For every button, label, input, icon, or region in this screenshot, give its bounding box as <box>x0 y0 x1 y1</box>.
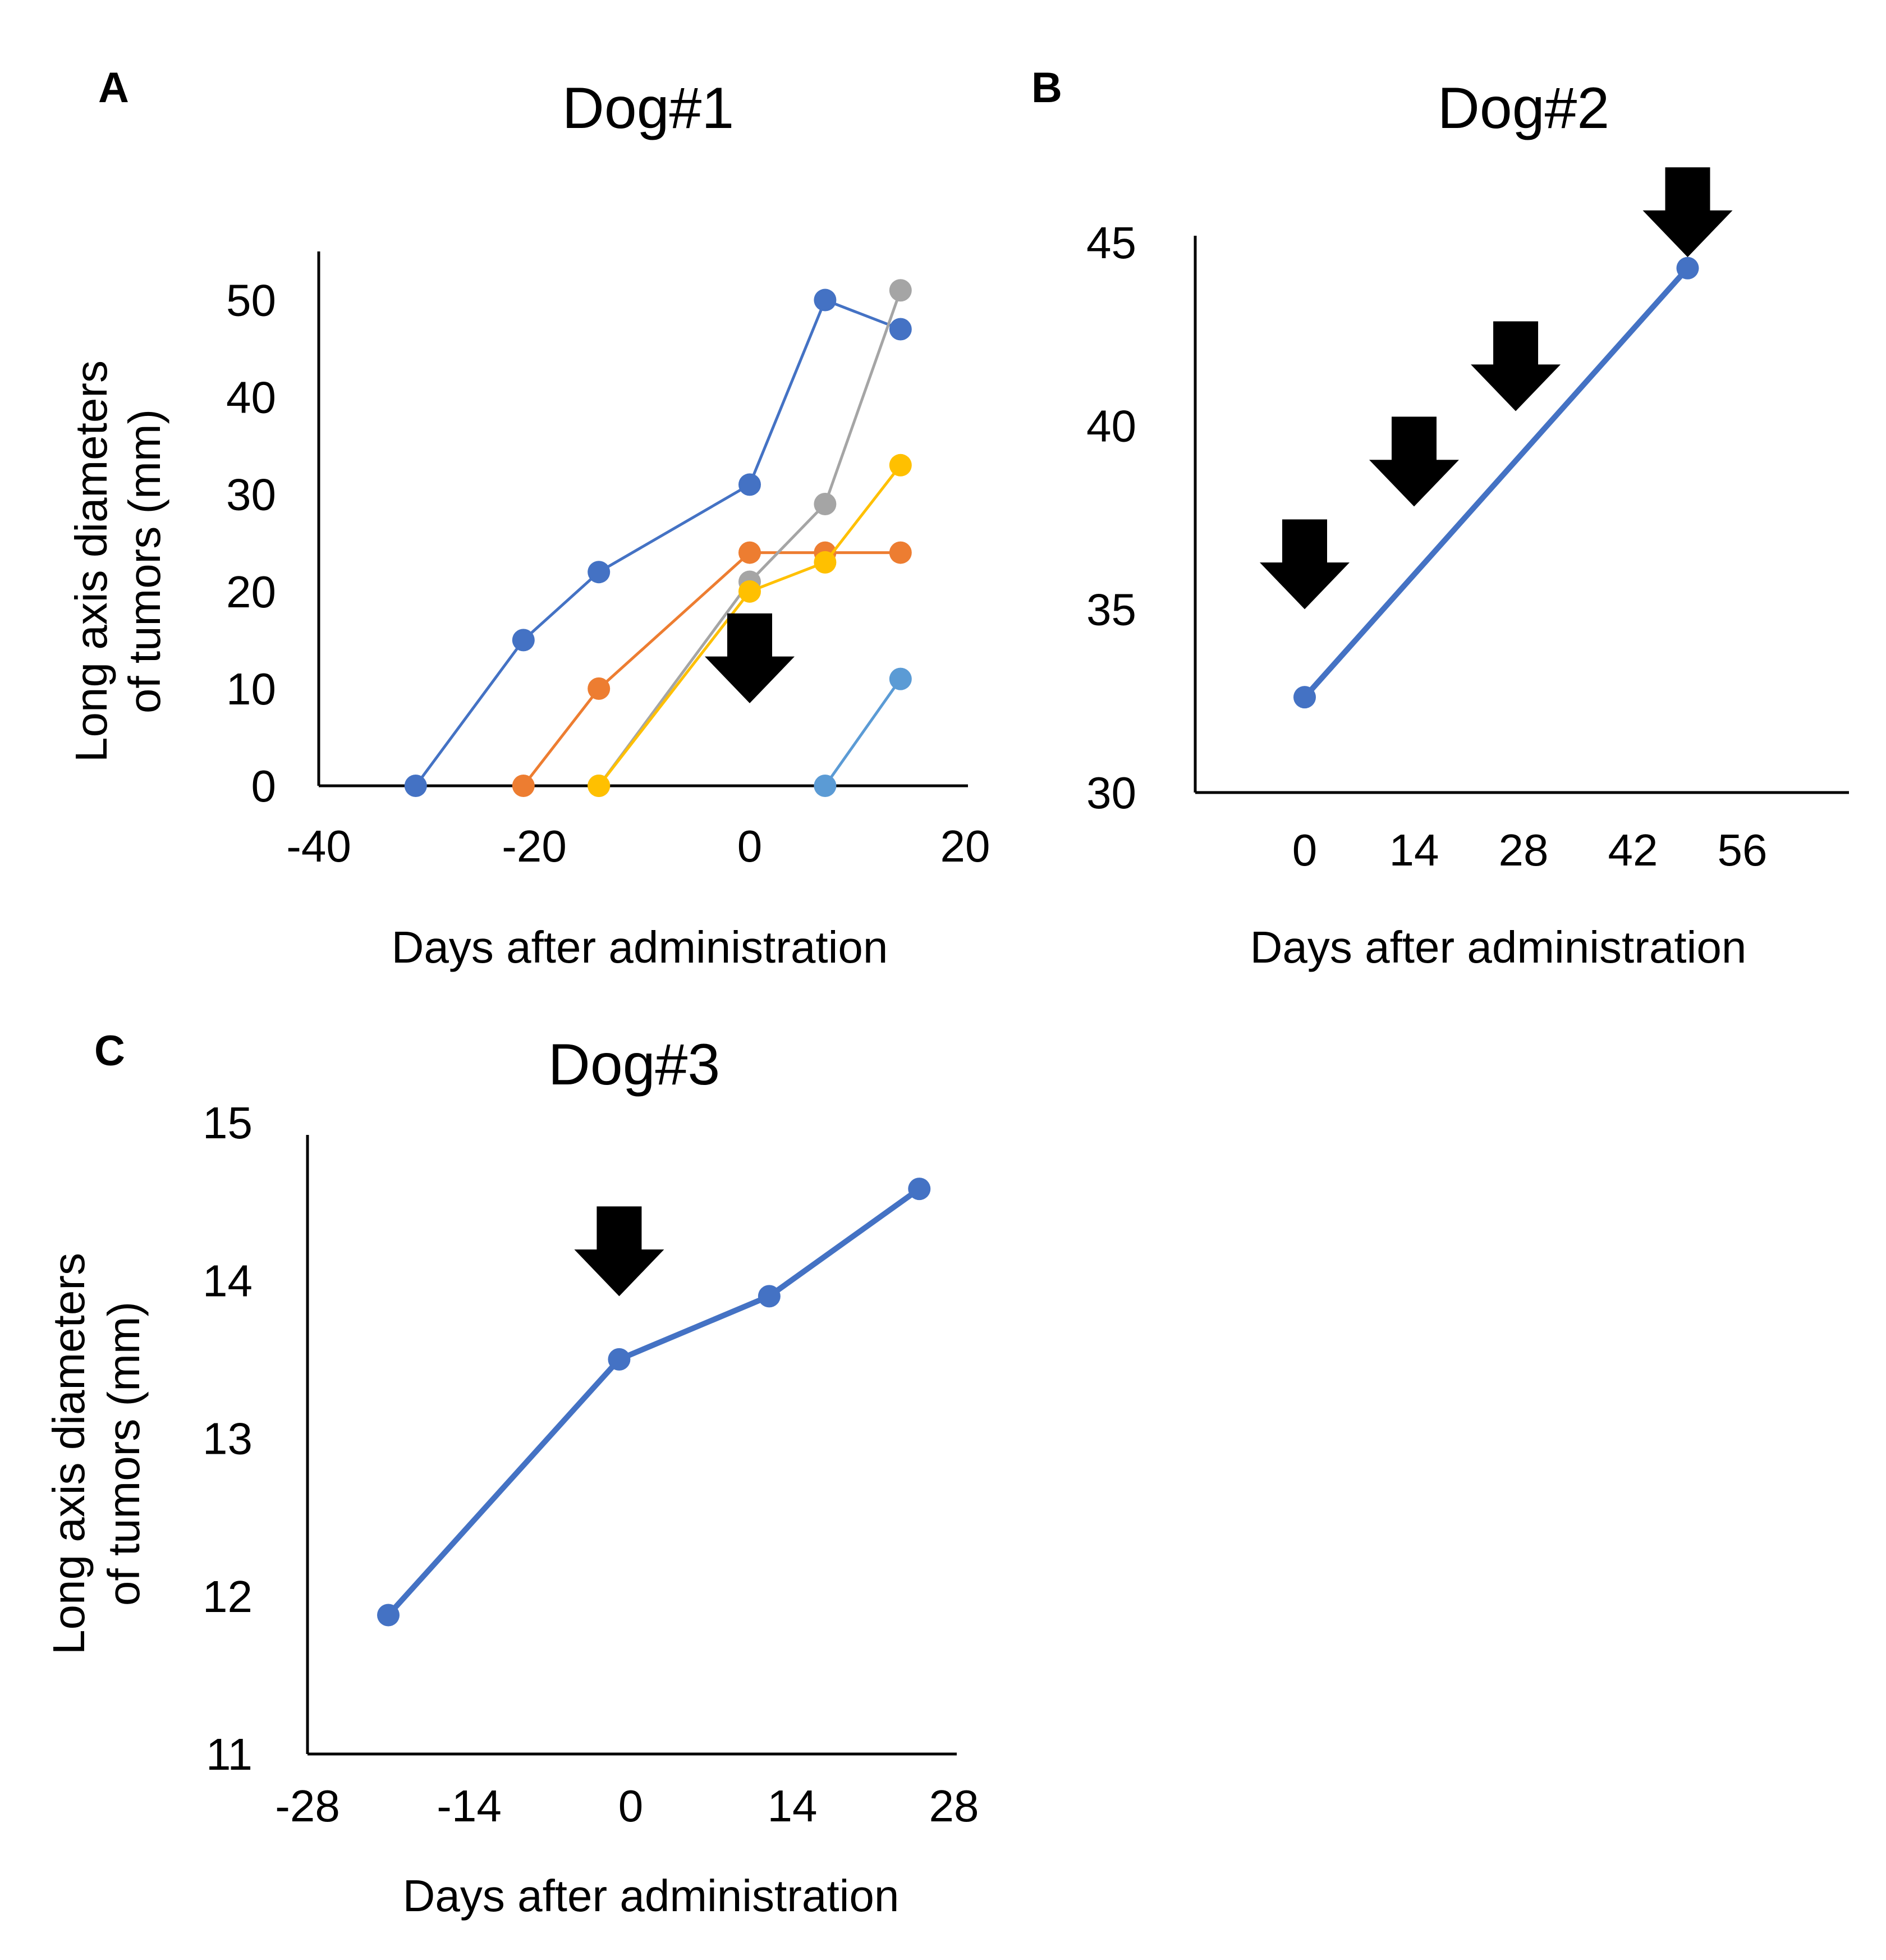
panel-b-title: Dog#2 <box>1438 76 1609 141</box>
panel-a-data-point-tumor-3 <box>814 493 837 516</box>
panel-b-x-tick-label: 42 <box>1608 825 1658 875</box>
panel-c-y-tick-label: 13 <box>203 1414 253 1464</box>
panel-a-y-tick-label: 40 <box>226 373 276 423</box>
panel-b-x-tick-label: 56 <box>1718 825 1768 875</box>
panel-b-x-tick-label: 28 <box>1499 825 1549 875</box>
panel-c-data-point-tumor-1 <box>758 1285 781 1308</box>
panel-letter-c: C <box>94 1027 125 1075</box>
panel-b-y-tick-label: 45 <box>1086 218 1136 268</box>
panel-b-arrow-icon <box>1260 519 1350 610</box>
panel-a-data-point-tumor-1 <box>889 318 912 341</box>
panel-c-x-tick-label: 14 <box>768 1781 818 1831</box>
panel-a-series-line-tumor-1 <box>414 299 902 787</box>
panel-b-x-tick-label: 0 <box>1292 825 1318 875</box>
panel-b-x-tick-label: 14 <box>1389 825 1439 875</box>
panel-a-data-point-tumor-1 <box>814 288 837 312</box>
panel-c-arrow-icon <box>574 1206 664 1297</box>
panel-c-y-tick-label: 15 <box>203 1098 253 1148</box>
panel-a-ylabel-line-2: of tumors (mm) <box>120 409 169 713</box>
panel-c-xlabel: Days after administration <box>403 1871 900 1921</box>
panel-a-data-point-tumor-1 <box>404 775 427 797</box>
panel-b: B Dog#2 Days after administration 0 14 28 4… <box>1031 64 1849 972</box>
panel-a-y-tick-label: 10 <box>226 664 276 714</box>
panel-c-data-point-tumor-1 <box>608 1348 631 1371</box>
panel-a-data-point-tumor-4 <box>889 454 912 477</box>
panel-c-x-tick-label: 28 <box>929 1781 979 1831</box>
panel-a-data-point-tumor-1 <box>588 561 611 584</box>
panel-a-arrow-icon <box>705 613 795 703</box>
panel-b-data-point-tumor-1 <box>1293 686 1316 709</box>
panel-c-data-point-tumor-1 <box>377 1604 400 1627</box>
panel-b-y-tick-label: 35 <box>1086 584 1136 634</box>
panel-c-data-point-tumor-1 <box>908 1178 931 1201</box>
panel-a-x-tick-label: -20 <box>502 821 567 871</box>
panel-c-ylabel-line-1: Long axis diameters <box>44 1253 94 1655</box>
panel-b-arrow-icon <box>1471 321 1561 411</box>
panel-a-data-point-tumor-2 <box>588 677 611 700</box>
panel-a-y-tick-label: 0 <box>251 761 277 811</box>
panel-a-data-point-tumor-4 <box>738 580 761 603</box>
panel-b-arrow-icon <box>1642 167 1733 258</box>
panel-b-y-tick-label: 40 <box>1086 401 1136 451</box>
panel-a-data-point-tumor-1 <box>738 473 761 496</box>
panel-a-x-tick-label: -40 <box>286 821 351 871</box>
panel-c-x-tick-label: -14 <box>437 1781 502 1831</box>
panel-a: A Dog#1 Days after administration Long a… <box>66 64 990 972</box>
panel-a-data-point-tumor-4 <box>814 551 837 574</box>
panel-a-x-tick-label: 20 <box>940 821 990 871</box>
panel-b-data-point-tumor-1 <box>1676 257 1699 280</box>
panel-a-series-line-tumor-5 <box>823 677 902 787</box>
panel-b-arrow-icon <box>1369 416 1459 507</box>
panel-a-data-point-tumor-1 <box>512 629 535 652</box>
panel-a-data-point-tumor-2 <box>512 775 535 797</box>
panel-a-data-point-tumor-3 <box>889 279 912 302</box>
panel-a-y-tick-label: 20 <box>226 567 276 617</box>
panel-a-y-tick-label: 30 <box>226 470 276 520</box>
panel-a-title: Dog#1 <box>562 76 734 141</box>
panel-c-series-line-tumor-1 <box>386 1186 923 1618</box>
panel-a-data-point-tumor-5 <box>889 667 912 690</box>
panel-a-data-point-tumor-4 <box>588 775 611 797</box>
panel-a-ylabel-line-1: Long axis diameters <box>66 360 116 762</box>
panel-letter-b: B <box>1031 64 1062 112</box>
panel-c-y-tick-label: 12 <box>203 1572 253 1622</box>
panel-a-y-tick-label: 50 <box>226 276 276 326</box>
panel-a-series-line-tumor-4 <box>597 464 902 787</box>
panel-a-data-point-tumor-5 <box>814 775 837 797</box>
panel-a-data-point-tumor-2 <box>889 541 912 564</box>
panel-c-ylabel-line-2: of tumors (mm) <box>99 1302 149 1606</box>
panel-c-x-tick-label: 0 <box>618 1781 644 1831</box>
panel-b-y-tick-label: 30 <box>1086 768 1136 818</box>
panel-c-y-tick-label: 11 <box>206 1729 253 1779</box>
panel-a-xlabel: Days after administration <box>392 922 888 972</box>
panel-letter-a: A <box>98 64 129 112</box>
panel-c: C Dog#3 Days after administration Long a… <box>44 1027 979 1921</box>
panel-c-y-tick-label: 14 <box>203 1256 253 1306</box>
panel-a-x-tick-label: 0 <box>737 821 763 871</box>
panel-c-title: Dog#3 <box>548 1032 720 1097</box>
panel-a-data-point-tumor-2 <box>738 541 761 564</box>
panel-b-series-line-tumor-1 <box>1302 265 1691 700</box>
panel-a-series-line-tumor-3 <box>597 288 902 787</box>
panel-b-xlabel: Days after administration <box>1250 922 1747 972</box>
panel-c-x-tick-label: -28 <box>275 1781 340 1831</box>
